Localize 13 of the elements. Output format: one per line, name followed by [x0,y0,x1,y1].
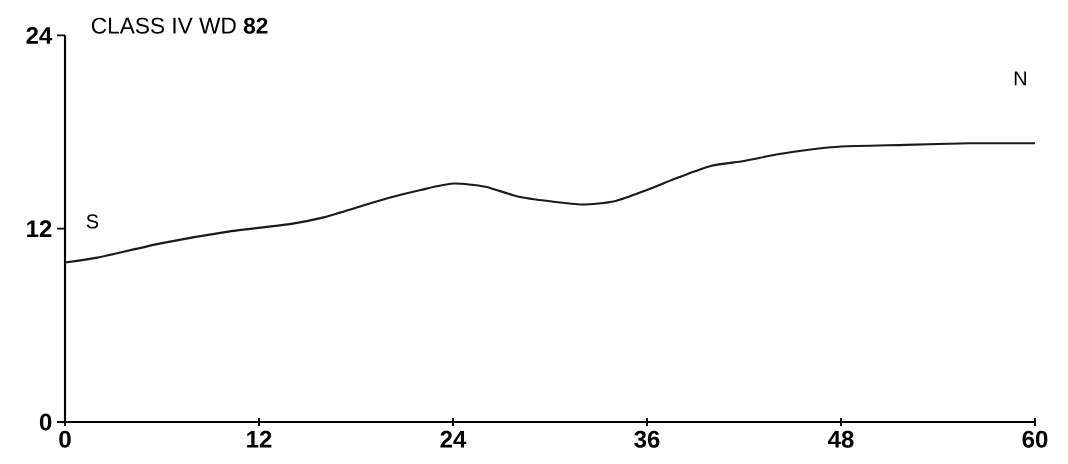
x-tick-label: 48 [828,430,854,448]
y-tick-label: 0 [39,413,52,431]
x-tick-label: 12 [247,430,272,448]
x-tick-label: 60 [1022,430,1048,448]
chart-title: CLASS IV WD 82 [91,17,268,34]
y-tick-label: 12 [27,220,52,238]
y-tick-label: 24 [26,26,53,44]
annotation: N [1014,71,1026,86]
x-tick-label: 36 [634,430,660,448]
x-tick-label: 24 [440,430,467,448]
x-tick-label: 0 [59,430,71,448]
line-series [63,142,1037,264]
annotation: S [86,214,99,229]
